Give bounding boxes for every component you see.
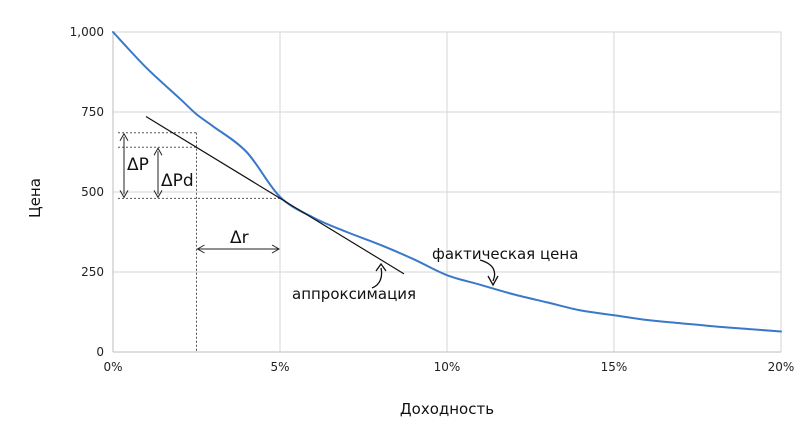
- delta-r-arrowhead: [271, 244, 281, 254]
- actual-price-curve: [112, 31, 782, 333]
- delta-p-arrowhead: [119, 132, 129, 142]
- delta-r-label: Δr: [230, 228, 249, 248]
- delta-p-arrowhead: [119, 190, 129, 199]
- x-tick-label: 5%: [270, 360, 289, 374]
- grid: [112, 31, 782, 353]
- y-tick-label: 500: [81, 185, 104, 199]
- y-tick-label: 750: [81, 105, 104, 119]
- approximation-label: аппроксимация: [292, 285, 416, 303]
- approximation-pointer-head: [375, 262, 387, 272]
- delta-p-label: ΔP: [127, 155, 149, 175]
- x-tick-label: 0%: [103, 360, 122, 374]
- delta-pd-arrowhead: [153, 190, 163, 199]
- x-tick-label: 20%: [768, 360, 795, 374]
- y-tick-label: 250: [81, 265, 104, 279]
- x-tick-label: 10%: [434, 360, 461, 374]
- actual-price-pointer-head: [487, 275, 499, 287]
- series-layer: [112, 31, 782, 333]
- actual-price-label: фактическая цена: [432, 245, 578, 263]
- y-tick-label: 0: [96, 345, 104, 359]
- x-axis-title: Доходность: [400, 400, 494, 418]
- delta-r-arrowhead: [196, 244, 205, 254]
- actual-price-pointer-arrow: [479, 259, 496, 282]
- tick-labels: 0% 5% 10% 15% 20% 0 250 500 750 1,000: [70, 25, 795, 374]
- delta-pd-arrowhead: [153, 147, 163, 156]
- approximation-line: [145, 116, 405, 275]
- y-tick-label: 1,000: [70, 25, 104, 39]
- x-tick-label: 15%: [601, 360, 628, 374]
- y-axis-title: Цена: [26, 178, 44, 218]
- delta-pd-label: ΔPd: [161, 171, 194, 191]
- approximation-pointer-arrow: [371, 267, 383, 289]
- delta-guides: [118, 132, 281, 352]
